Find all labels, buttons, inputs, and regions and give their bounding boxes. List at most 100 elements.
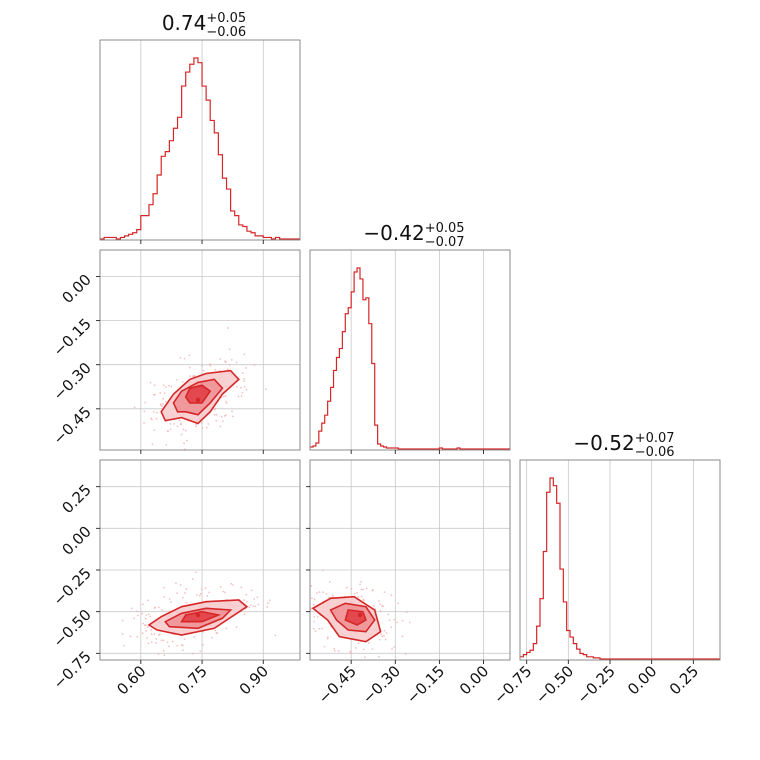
scatter-point (243, 599, 246, 601)
x-tick-label: 0.00 (624, 662, 660, 698)
scatter-point (378, 638, 381, 641)
scatter-point (147, 642, 150, 645)
scatter-point (201, 427, 204, 429)
scatter-point (163, 596, 166, 598)
contour-peak-point (195, 612, 201, 618)
scatter-point (213, 408, 216, 411)
scatter-point (173, 423, 175, 425)
scatter-point (300, 623, 302, 625)
scatter-point (325, 592, 328, 595)
scatter-point (237, 395, 240, 398)
scatter-point (193, 636, 196, 638)
y-tick-label: 0.00 (58, 522, 94, 558)
scatter-point (143, 624, 146, 626)
scatter-point (379, 603, 381, 605)
scatter-point (219, 358, 222, 360)
panel-title: −0.42+0.05 −0.07 (363, 221, 464, 250)
scatter-point (170, 601, 172, 603)
scatter-point (397, 602, 400, 605)
scatter-point (215, 632, 218, 634)
scatter-point (146, 626, 149, 629)
scatter-point (388, 619, 391, 622)
panel-frame (99, 39, 301, 241)
scatter-point (195, 571, 198, 574)
title-upper-error: +0.05 (206, 11, 246, 26)
y-tick-label: −0.15 (50, 315, 95, 360)
scatter-point (179, 356, 182, 359)
scatter-point (297, 626, 299, 628)
scatter-point (240, 395, 243, 398)
scatter-point (385, 632, 388, 634)
scatter-point (359, 583, 361, 586)
scatter-point (136, 610, 138, 613)
panel-content (121, 571, 277, 657)
scatter-point (235, 385, 238, 388)
scatter-point (213, 413, 216, 416)
scatter-point (373, 604, 375, 607)
panel-frame (99, 459, 301, 661)
scatter-point (315, 592, 318, 594)
scatter-point (154, 393, 156, 396)
scatter-point (153, 429, 156, 432)
contour-peak-point (195, 397, 201, 403)
scatter-point (163, 586, 165, 589)
scatter-point (225, 627, 228, 630)
scatter-point (202, 643, 205, 646)
scatter-point (408, 621, 411, 624)
scatter-point (329, 580, 331, 583)
scatter-point (383, 629, 386, 632)
scatter-point (350, 587, 353, 590)
scatter-point (337, 650, 340, 652)
scatter-point (360, 580, 363, 583)
scatter-point (367, 642, 370, 645)
scatter-point (185, 588, 188, 590)
scatter-point (396, 621, 399, 624)
scatter-point (377, 655, 380, 658)
scatter-point (371, 589, 374, 591)
scatter-point (356, 591, 358, 594)
histogram-panel-1: −0.42+0.05 −0.07 (309, 221, 511, 454)
x-tick-label: 0.60 (113, 662, 149, 698)
x-tick-label: −0.15 (403, 662, 448, 707)
scatter-point (123, 644, 125, 647)
scatter-point (143, 422, 145, 424)
scatter-point (199, 650, 202, 653)
scatter-point (362, 588, 365, 591)
scatter-point (141, 632, 144, 635)
scatter-point (179, 584, 182, 586)
x-tick-label: −0.30 (359, 662, 404, 707)
scatter-point (387, 613, 390, 616)
scatter-point (349, 650, 352, 653)
scatter-point (302, 606, 304, 608)
scatter-point (360, 595, 363, 598)
histogram-panel-2: −0.75−0.50−0.25 0.00 0.25 −0.52+0.07 −0.06 (490, 431, 721, 707)
scatter-point (188, 354, 191, 357)
title-value: −0.52 (573, 431, 634, 455)
scatter-point (365, 587, 368, 590)
y-tick-label: 0.25 (58, 481, 94, 517)
scatter-point (143, 410, 146, 413)
title-lower-error: −0.07 (425, 235, 465, 250)
scatter-point (184, 429, 187, 432)
scatter-point (201, 364, 204, 367)
panel-frame (99, 249, 301, 451)
scatter-point (150, 633, 153, 636)
panel-frame (309, 459, 511, 661)
scatter-point (243, 385, 246, 388)
scatter-point (168, 645, 170, 648)
scatter-point (401, 635, 404, 638)
scatter-point (323, 645, 326, 648)
scatter-point (362, 599, 365, 602)
scatter-point (219, 585, 222, 588)
scatter-point (155, 638, 158, 640)
scatter-point (185, 439, 188, 442)
scatter-point (195, 594, 198, 596)
scatter-point (141, 612, 143, 615)
scatter-point (130, 607, 133, 610)
scatter-point (244, 367, 247, 369)
scatter-point (183, 592, 186, 594)
scatter-point (364, 656, 366, 659)
scatter-point (306, 606, 308, 608)
scatter-point (383, 591, 386, 594)
